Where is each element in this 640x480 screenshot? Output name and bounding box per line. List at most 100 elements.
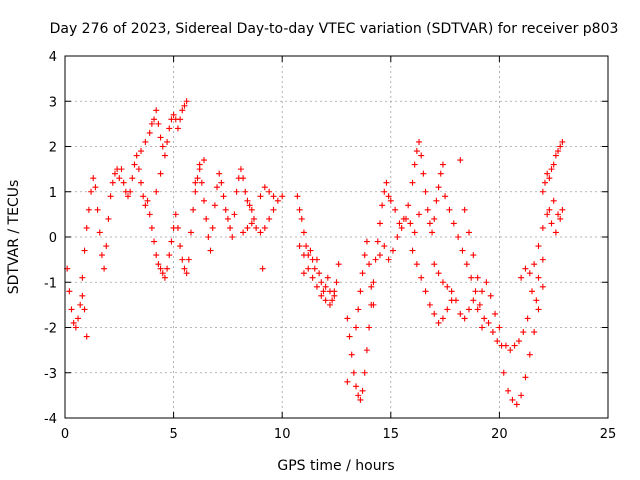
data-point	[311, 265, 318, 272]
data-point	[127, 188, 134, 195]
data-point	[463, 261, 470, 268]
data-point	[448, 288, 455, 295]
data-point	[361, 369, 368, 376]
data-point	[109, 179, 116, 186]
data-point	[98, 252, 105, 259]
data-point	[192, 179, 199, 186]
data-point	[376, 252, 383, 259]
data-point	[318, 279, 325, 286]
data-point	[201, 157, 208, 164]
data-point	[92, 184, 99, 191]
data-point	[344, 378, 351, 385]
data-point	[387, 197, 394, 204]
data-point	[220, 193, 227, 200]
data-point	[344, 315, 351, 322]
data-point	[363, 347, 370, 354]
data-point	[320, 288, 327, 295]
data-point	[557, 143, 564, 150]
data-point	[83, 333, 90, 340]
data-point	[240, 229, 247, 236]
data-point	[548, 166, 555, 173]
data-point	[266, 215, 273, 222]
data-point	[187, 229, 194, 236]
data-point	[331, 288, 338, 295]
data-point	[550, 161, 557, 168]
data-point	[153, 188, 160, 195]
data-point	[544, 170, 551, 177]
data-point	[526, 351, 533, 358]
data-point	[207, 247, 214, 254]
x-tick-label: 0	[61, 427, 69, 442]
data-point	[329, 297, 336, 304]
data-point	[155, 261, 162, 268]
data-point	[66, 288, 73, 295]
data-point	[422, 188, 429, 195]
data-point	[170, 111, 177, 118]
data-point	[183, 98, 190, 105]
data-point	[359, 270, 366, 277]
data-point	[240, 175, 247, 182]
data-point	[363, 238, 370, 245]
data-point	[179, 107, 186, 114]
data-point	[520, 329, 527, 336]
data-point	[348, 351, 355, 358]
data-point	[211, 202, 218, 209]
data-point	[457, 310, 464, 317]
data-point	[81, 247, 88, 254]
data-point	[355, 392, 362, 399]
data-point	[218, 179, 225, 186]
data-point	[370, 279, 377, 286]
data-point	[424, 206, 431, 213]
data-point	[359, 387, 366, 394]
data-point	[244, 224, 251, 231]
data-point	[270, 193, 277, 200]
data-point	[539, 188, 546, 195]
data-point	[155, 120, 162, 127]
data-point	[394, 234, 401, 240]
x-axis-ticks: 0 5 10 15 20 25	[61, 56, 616, 442]
data-point	[179, 256, 186, 263]
y-tick-label: 4	[49, 50, 57, 65]
data-point	[511, 342, 518, 349]
data-point	[261, 184, 268, 191]
chart-title: Day 276 of 2023, Sidereal Day-to-day VTE…	[50, 21, 619, 37]
data-point	[318, 292, 325, 299]
data-point	[546, 206, 553, 213]
data-point	[70, 319, 77, 326]
data-point	[253, 224, 260, 231]
data-point	[413, 148, 420, 155]
data-point	[224, 215, 231, 222]
data-point	[242, 188, 249, 195]
data-point	[485, 319, 492, 326]
data-point	[305, 265, 312, 272]
data-point	[552, 152, 559, 159]
data-point	[209, 224, 216, 231]
data-point	[259, 265, 266, 272]
data-point	[433, 197, 440, 204]
data-point	[161, 152, 168, 159]
data-point	[357, 288, 364, 295]
data-point	[550, 197, 557, 204]
data-point	[129, 175, 136, 182]
data-point	[161, 274, 168, 281]
data-point	[107, 193, 114, 200]
y-tick-label: 1	[49, 186, 57, 201]
data-point	[309, 274, 316, 281]
data-point	[376, 220, 383, 227]
data-point	[300, 229, 307, 236]
y-tick-label: 0	[49, 231, 57, 246]
data-point	[389, 247, 396, 254]
data-point	[94, 206, 101, 213]
data-point	[535, 306, 542, 313]
data-point	[361, 252, 368, 259]
data-point	[133, 152, 140, 159]
data-point	[266, 188, 273, 195]
data-point	[481, 315, 488, 322]
data-points	[64, 98, 566, 408]
data-point	[148, 120, 155, 127]
data-point	[431, 261, 438, 268]
data-point	[418, 152, 425, 159]
data-point	[177, 116, 184, 123]
data-point	[411, 161, 418, 168]
data-point	[257, 229, 264, 236]
